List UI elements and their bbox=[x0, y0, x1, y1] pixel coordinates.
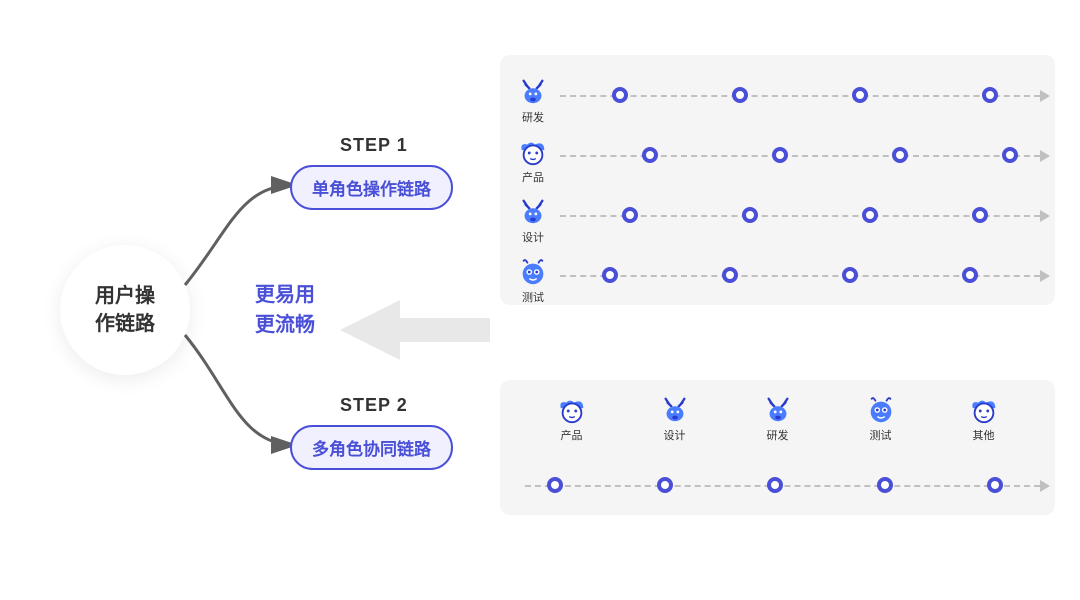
lane-dash bbox=[560, 95, 1040, 97]
center-text-line2: 更流畅 bbox=[255, 310, 315, 340]
avatar-item: 研发 bbox=[753, 395, 803, 443]
lane-role-label: 产品 bbox=[522, 169, 544, 185]
face-icon bbox=[518, 137, 548, 167]
ant-icon bbox=[518, 257, 548, 287]
timeline-ring bbox=[862, 207, 878, 223]
avatar-label: 测试 bbox=[870, 427, 892, 443]
lane-arrowhead-icon bbox=[1040, 270, 1050, 282]
root-node: 用户操作链路 bbox=[60, 245, 190, 375]
avatar-row: 产品 设计 研发 测试 其他 bbox=[520, 395, 1035, 443]
timeline-ring bbox=[842, 267, 858, 283]
deer-icon bbox=[518, 197, 548, 227]
step2-pill: 多角色协同链路 bbox=[290, 425, 453, 470]
lane-role: 设计 bbox=[508, 197, 558, 245]
timeline-ring bbox=[892, 147, 908, 163]
timeline-ring bbox=[972, 207, 988, 223]
panel-multi-role: 产品 设计 研发 测试 其他 bbox=[500, 380, 1055, 515]
timeline-ring bbox=[547, 477, 563, 493]
ant-icon bbox=[866, 395, 896, 425]
timeline-ring bbox=[732, 87, 748, 103]
step2-pill-text: 多角色协同链路 bbox=[312, 440, 431, 459]
timeline-ring bbox=[982, 87, 998, 103]
lane-arrowhead-icon bbox=[1040, 150, 1050, 162]
avatar-item: 产品 bbox=[547, 395, 597, 443]
root-label: 用户操作链路 bbox=[95, 282, 155, 338]
timeline-arrowhead-icon bbox=[1040, 480, 1050, 492]
timeline-ring bbox=[987, 477, 1003, 493]
step1-pill-text: 单角色操作链路 bbox=[312, 180, 431, 199]
timeline-ring bbox=[612, 87, 628, 103]
timeline-ring bbox=[602, 267, 618, 283]
lane-role-label: 研发 bbox=[522, 109, 544, 125]
timeline-ring bbox=[962, 267, 978, 283]
timeline-ring bbox=[1002, 147, 1018, 163]
deer-icon bbox=[660, 395, 690, 425]
deer-icon bbox=[763, 395, 793, 425]
face-icon bbox=[969, 395, 999, 425]
timeline-ring bbox=[742, 207, 758, 223]
step1-pill: 单角色操作链路 bbox=[290, 165, 453, 210]
panel-single-role: 研发产品设计测试 bbox=[500, 55, 1055, 305]
avatar-label: 其他 bbox=[973, 427, 995, 443]
lane-role: 测试 bbox=[508, 257, 558, 305]
avatar-item: 其他 bbox=[959, 395, 1009, 443]
avatar-label: 设计 bbox=[664, 427, 686, 443]
timeline-ring bbox=[622, 207, 638, 223]
lane-dash bbox=[560, 155, 1040, 157]
timeline-ring bbox=[722, 267, 738, 283]
center-benefit-text: 更易用 更流畅 bbox=[255, 280, 315, 340]
avatar-label: 产品 bbox=[561, 427, 583, 443]
face-icon bbox=[557, 395, 587, 425]
timeline-ring bbox=[767, 477, 783, 493]
lane-role: 研发 bbox=[508, 77, 558, 125]
timeline-ring bbox=[642, 147, 658, 163]
big-arrow-left bbox=[340, 300, 500, 370]
deer-icon bbox=[518, 77, 548, 107]
avatar-label: 研发 bbox=[767, 427, 789, 443]
timeline-ring bbox=[877, 477, 893, 493]
center-text-line1: 更易用 bbox=[255, 280, 315, 310]
lane-role-label: 测试 bbox=[522, 289, 544, 305]
avatar-item: 设计 bbox=[650, 395, 700, 443]
timeline-ring bbox=[772, 147, 788, 163]
step1-label: STEP 1 bbox=[340, 135, 408, 156]
lane-arrowhead-icon bbox=[1040, 90, 1050, 102]
timeline-ring bbox=[657, 477, 673, 493]
avatar-item: 测试 bbox=[856, 395, 906, 443]
lane-role-label: 设计 bbox=[522, 229, 544, 245]
lane-role: 产品 bbox=[508, 137, 558, 185]
timeline-ring bbox=[852, 87, 868, 103]
lane-arrowhead-icon bbox=[1040, 210, 1050, 222]
step2-label: STEP 2 bbox=[340, 395, 408, 416]
